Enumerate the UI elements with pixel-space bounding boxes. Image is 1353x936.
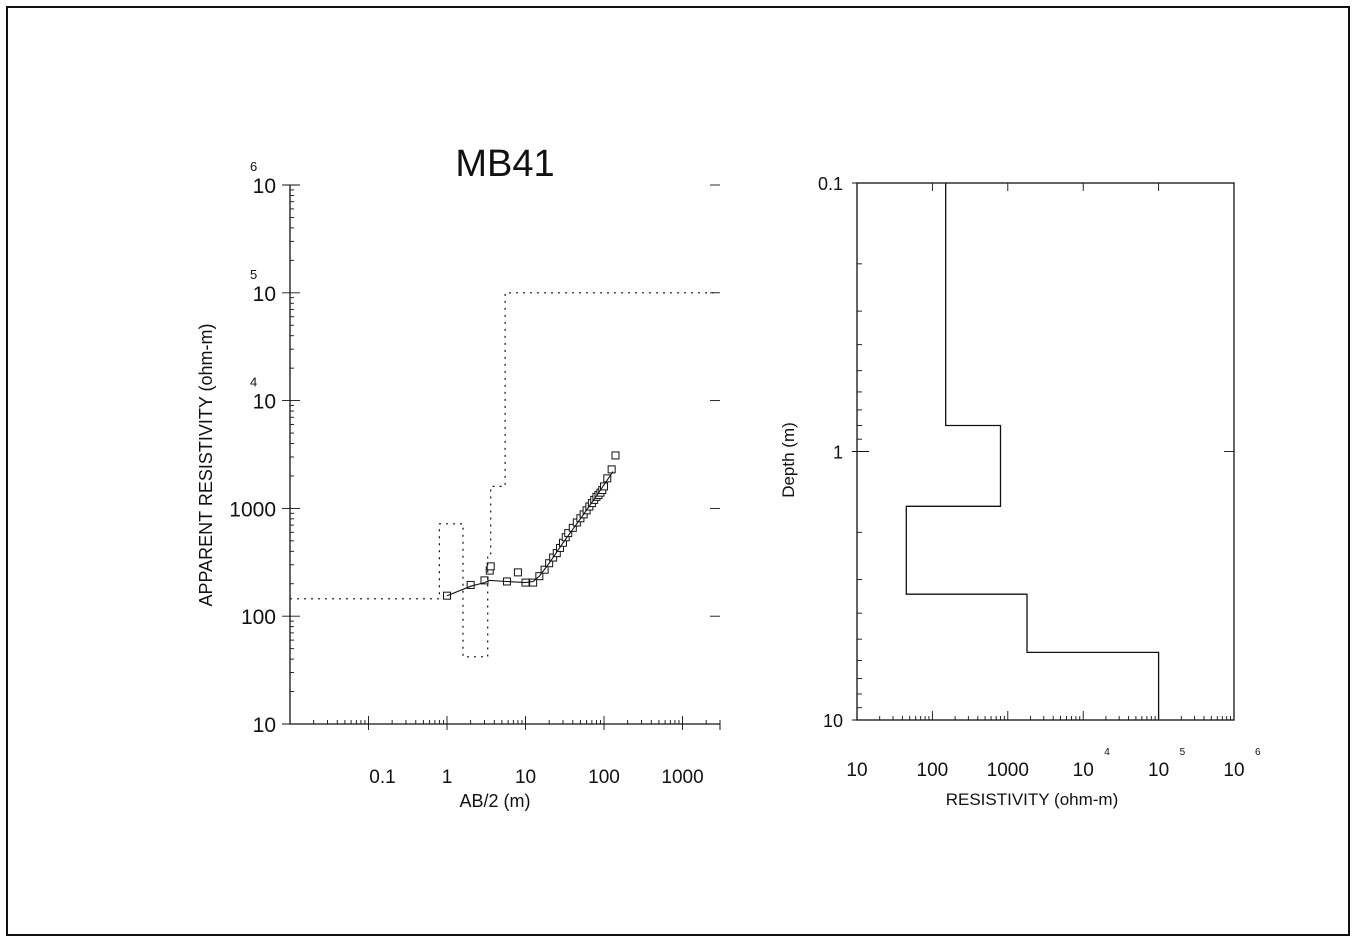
y-axis-label: APPARENT RESISTIVITY (ohm-m) xyxy=(196,323,216,606)
y-tick-exponent: 6 xyxy=(250,159,257,174)
x-tick-label: 0.1 xyxy=(369,767,395,788)
resistivity-tick-exponent: 5 xyxy=(1180,747,1186,758)
y-tick-label: 10 xyxy=(253,714,276,737)
y-tick-label: 1000 xyxy=(229,498,276,521)
measured-data-point xyxy=(568,523,577,532)
y-tick-label: 10 xyxy=(253,391,276,414)
resistivity-tick-exponent: 6 xyxy=(1255,747,1261,758)
measured-data-point xyxy=(603,474,612,483)
resistivity-tick-label: 10 xyxy=(846,760,867,781)
resistivity-tick-label: 100 xyxy=(917,760,949,781)
layer-model-chart: 0.1 1 10 10 100 1000 10 4 10 5 10 6 RESISTIVITY (ohm… xyxy=(779,174,1261,809)
measured-data-point xyxy=(611,451,620,460)
measured-data-point xyxy=(600,482,609,491)
y-tick-label: 10 xyxy=(253,283,276,306)
resistivity-tick-exponent: 4 xyxy=(1104,747,1110,758)
x-tick-label: 1 xyxy=(442,767,453,788)
x-axis-label: RESISTIVITY (ohm-m) xyxy=(946,790,1119,809)
resistivity-tick-label: 1000 xyxy=(987,760,1029,781)
measured-data-point xyxy=(480,576,489,585)
x-tick-label: 100 xyxy=(588,767,620,788)
y-tick-exponent: 4 xyxy=(250,375,257,390)
depth-tick-label: 10 xyxy=(823,711,843,731)
measured-data-point xyxy=(513,568,522,577)
measured-data-point xyxy=(486,562,495,571)
depth-tick-label: 0.1 xyxy=(818,174,843,194)
depth-tick-label: 1 xyxy=(833,443,843,463)
model-fit-curve xyxy=(446,471,614,597)
x-axis-label: AB/2 (m) xyxy=(459,791,530,811)
x-tick-label: 1000 xyxy=(661,767,703,788)
y-tick-exponent: 5 xyxy=(250,267,257,282)
y-axis-label: Depth (m) xyxy=(779,422,798,498)
measured-data-point xyxy=(607,465,616,474)
measured-data-point xyxy=(564,529,573,538)
layer-model-line xyxy=(905,183,1160,720)
resistivity-tick-label: 10 xyxy=(1148,760,1169,781)
resistivity-tick-label: 10 xyxy=(1073,760,1094,781)
y-tick-label: 100 xyxy=(241,606,276,629)
x-tick-label: 10 xyxy=(515,767,536,788)
resistivity-tick-label: 10 xyxy=(1223,760,1244,781)
plot-frame xyxy=(856,182,1235,721)
chart-title: MB41 xyxy=(455,143,554,185)
equivalence-bounds-line xyxy=(290,292,714,658)
measured-data-point xyxy=(529,578,538,587)
y-tick-label: 10 xyxy=(253,175,276,198)
